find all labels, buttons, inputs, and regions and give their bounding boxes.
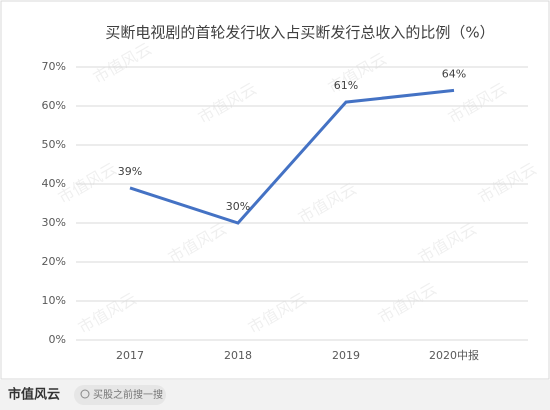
- y-tick-label: 0%: [49, 333, 66, 346]
- chart-title: 买断电视剧的首轮发行收入占买断发行总收入的比例（%）: [105, 24, 494, 42]
- y-tick-label: 20%: [42, 255, 66, 268]
- data-label: 30%: [226, 200, 250, 213]
- data-label: 61%: [334, 79, 358, 92]
- x-tick-label: 2018: [224, 349, 252, 362]
- y-tick-label: 10%: [42, 294, 66, 307]
- y-tick-label: 60%: [42, 99, 66, 112]
- chart-frame: [0, 0, 550, 380]
- search-icon: [80, 389, 90, 399]
- x-tick-label: 2019: [332, 349, 360, 362]
- search-box[interactable]: [74, 385, 166, 405]
- y-tick-label: 30%: [42, 216, 66, 229]
- search-hint[interactable]: 买股之前搜一搜: [93, 388, 163, 401]
- y-tick-label: 50%: [42, 138, 66, 151]
- data-label: 64%: [442, 67, 466, 80]
- y-tick-label: 40%: [42, 177, 66, 190]
- footer-brand: 市值风云: [8, 387, 60, 403]
- x-tick-label: 2020中报: [429, 348, 479, 362]
- x-tick-label: 2017: [116, 349, 144, 362]
- data-label: 39%: [118, 165, 142, 178]
- line-series: [129, 88, 455, 225]
- y-tick-label: 70%: [42, 60, 66, 73]
